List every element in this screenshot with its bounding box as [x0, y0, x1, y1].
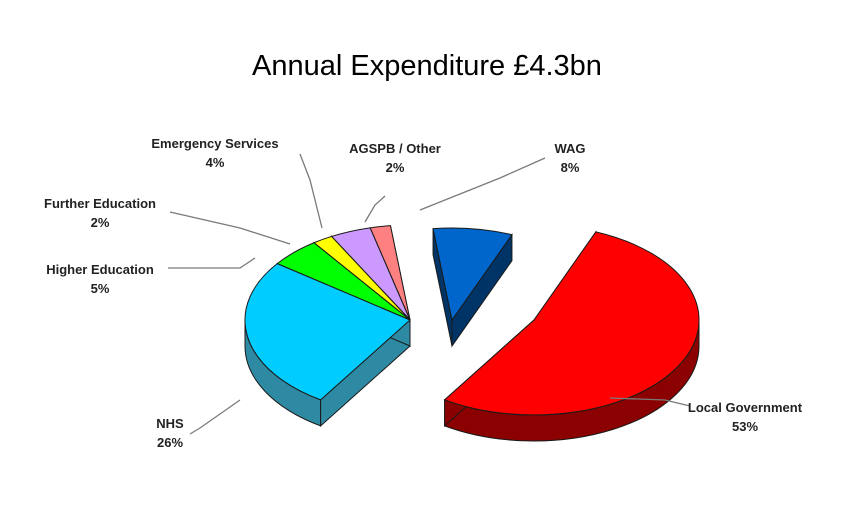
- pie-slice-nhs: [244, 262, 411, 427]
- leader-line: [609, 397, 691, 407]
- pie-slice-local-government: [443, 230, 700, 442]
- slice-label: AGSPB / Other: [349, 141, 441, 156]
- leader-line: [168, 257, 256, 269]
- leader-line: [364, 195, 386, 223]
- slice-label: WAG: [554, 141, 585, 156]
- slice-label: NHS: [156, 416, 184, 431]
- slice-label: Higher Education: [46, 262, 154, 277]
- slice-label: Emergency Services: [151, 136, 278, 151]
- leader-line: [169, 211, 291, 245]
- leader-line: [419, 157, 546, 211]
- pie-slice-wag: [432, 227, 513, 348]
- slice-percent-label: 2%: [386, 160, 405, 175]
- leader-line: [189, 399, 241, 435]
- slice-percent-label: 5%: [91, 281, 110, 296]
- slice-percent-label: 2%: [91, 215, 110, 230]
- slice-percent-label: 26%: [157, 435, 183, 450]
- chart-title: Annual Expenditure £4.3bn: [252, 50, 602, 82]
- slice-percent-label: 8%: [561, 160, 580, 175]
- slice-label: Local Government: [688, 400, 803, 415]
- slice-label: Further Education: [44, 196, 156, 211]
- leader-line: [299, 153, 323, 229]
- slice-percent-label: 4%: [206, 155, 225, 170]
- slice-percent-label: 53%: [732, 419, 758, 434]
